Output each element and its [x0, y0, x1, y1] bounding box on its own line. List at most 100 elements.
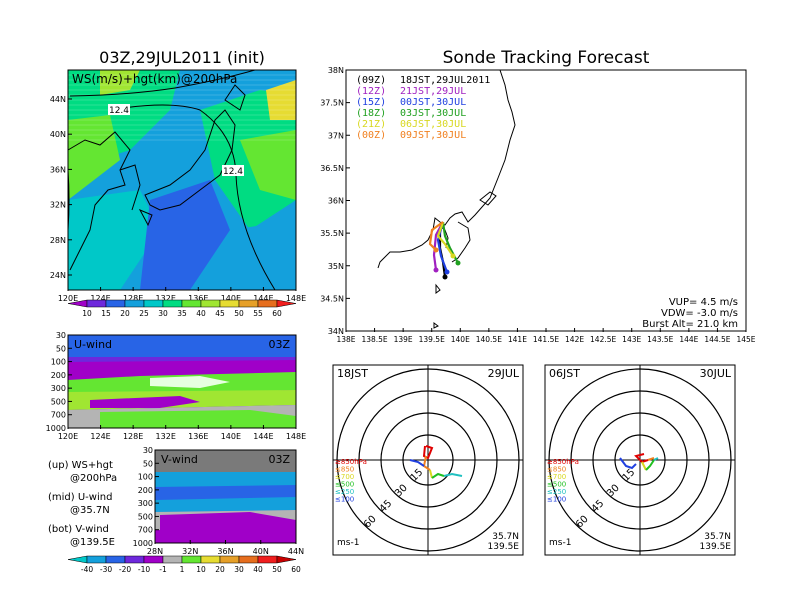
u-wind-time: 03Z — [268, 338, 290, 351]
u-wind-label: U-wind — [74, 338, 112, 351]
hodo-trace — [443, 472, 463, 477]
hodo-level-label: ≤100 — [547, 496, 566, 504]
y-tick-label: 40N — [50, 130, 66, 139]
hodo-trace — [619, 457, 637, 470]
u-wind-panel: U-wind 03Z — [67, 334, 297, 429]
colorbar-swatch — [276, 299, 297, 308]
colorbar-swatch — [105, 299, 126, 308]
x-tick-label: 136E — [188, 294, 208, 303]
x-tick-label: 40N — [253, 547, 269, 556]
colorbar-swatch — [162, 299, 183, 308]
colorbar-swatch — [238, 299, 259, 308]
y-tick-label: 200 — [138, 486, 153, 495]
x-tick-label: 144E — [679, 335, 698, 344]
track-legend-z: (09Z) — [356, 75, 386, 86]
y-tick-label: 36.5N — [320, 164, 344, 173]
x-tick-label: 44N — [288, 547, 304, 556]
x-tick-label: 138.5E — [361, 335, 387, 344]
colorbar-swatch — [257, 299, 278, 308]
uv-colorbar: -40 -30 -20 -10 -1 1 10 20 30 40 50 60 — [67, 555, 301, 574]
y-tick-label: 300 — [138, 499, 153, 508]
colorbar-label: -40 — [81, 565, 93, 574]
ws-y-axis: 44N 40N 36N 32N 28N 24N — [50, 95, 72, 280]
y-tick-label: 44N — [50, 95, 66, 104]
x-tick-label: 36N — [217, 547, 233, 556]
x-tick-label: 148E — [286, 432, 306, 441]
x-tick-label: 139E — [394, 335, 413, 344]
track-legend-z: (12Z) — [356, 86, 386, 97]
vdw-value: VDW= -3.0 m/s — [661, 308, 738, 319]
hodo-level-label: ≤500 — [335, 481, 354, 489]
ws-x-axis: 120E 124E 128E 132E 136E 140E 144E 148E — [58, 287, 306, 303]
colorbar-swatch — [86, 299, 107, 308]
legend-bot-level: @139.5E — [70, 537, 115, 548]
init-title: 03Z,29JUL2011 (init) — [99, 48, 265, 67]
colorbar-label: 60 — [291, 565, 301, 574]
colorbar-swatch — [257, 555, 278, 564]
y-tick-label: 50 — [143, 459, 153, 468]
y-tick-label: 32N — [50, 201, 66, 210]
colorbar-label: 30 — [234, 565, 244, 574]
x-tick-label: 144E — [253, 432, 273, 441]
colorbar-label: 40 — [196, 309, 206, 318]
hodo-trace — [429, 469, 433, 479]
x-tick-label: 148E — [286, 294, 306, 303]
y-tick-label: 30 — [56, 331, 66, 340]
x-tick-label: 139.5E — [419, 335, 445, 344]
x-tick-label: 136E — [188, 432, 208, 441]
x-tick-label: 132E — [156, 432, 176, 441]
colorbar-swatch — [181, 299, 202, 308]
hodo-lon: 139.5E — [488, 542, 520, 552]
colorbar-swatch — [219, 299, 240, 308]
track-legend-time: 00JST,30JUL — [400, 97, 466, 108]
hodo-trace — [422, 445, 434, 460]
colorbar-swatch — [86, 555, 107, 564]
track-legend-z: (00Z) — [356, 130, 386, 141]
hodo-level-label: ≥850hPa — [547, 458, 579, 466]
hodo-level-label: ≤500 — [547, 481, 566, 489]
x-tick-label: 141.5E — [533, 335, 559, 344]
colorbar-swatch — [124, 299, 145, 308]
track-legend-z: (15Z) — [356, 97, 386, 108]
y-tick-label: 34.5N — [320, 294, 344, 303]
hodo-unit: ms-1 — [549, 538, 571, 548]
x-tick-label: 142E — [565, 335, 584, 344]
colorbar-swatch — [143, 555, 164, 564]
colorbar-label: 15 — [101, 309, 111, 318]
track-legend-z: (21Z) — [356, 119, 386, 130]
v-wind-label: V-wind — [161, 453, 198, 466]
track-legend-time: 06JST,30JUL — [400, 119, 466, 130]
map-y-axis: 38N 37.5N 37N 36.5N 36N 35.5N 35N 34.5N 34N — [320, 66, 350, 336]
colorbar-label: 40 — [253, 565, 263, 574]
x-tick-label: 143E — [622, 335, 641, 344]
hodo-trace — [431, 472, 445, 479]
contour-label: 12.4 — [109, 106, 129, 116]
hodo-trace — [647, 457, 655, 461]
y-tick-label: 35N — [328, 262, 344, 271]
x-tick-label: 145E — [736, 335, 755, 344]
colorbar-label: 10 — [196, 565, 206, 574]
y-tick-label: 30 — [143, 446, 153, 455]
colorbar-label: -1 — [159, 565, 167, 574]
colorbar-label: 25 — [139, 309, 149, 318]
v-x-axis: 28N 32N 36N 40N 44N — [147, 540, 304, 556]
y-tick-label: 1000 — [46, 424, 66, 433]
colorbar-label: 1 — [180, 565, 185, 574]
colorbar-swatch — [219, 555, 240, 564]
hodo-level-label: ≤850 — [335, 466, 354, 474]
hodo-level-label: ≥850hPa — [335, 458, 367, 466]
legend-up-level: @200hPa — [70, 473, 117, 484]
y-tick-label: 500 — [138, 512, 153, 521]
tracks-legend: (09Z) 18JST,29JUL2011 (12Z) 21JST,29JUL (15Z… — [356, 75, 490, 141]
y-tick-label: 50 — [56, 344, 66, 353]
colorbar-swatch — [143, 299, 164, 308]
x-tick-label: 128E — [123, 432, 143, 441]
y-tick-label: 200 — [51, 371, 66, 380]
x-tick-label: 144.5E — [704, 335, 730, 344]
x-tick-label: 140E — [221, 432, 241, 441]
x-tick-label: 140.5E — [476, 335, 502, 344]
ws-colorbar: 10 15 20 25 30 35 40 45 50 55 60 — [67, 299, 297, 318]
track-legend-time: 09JST,30JUL — [400, 130, 466, 141]
sonde-title: Sonde Tracking Forecast — [443, 48, 650, 68]
colorbar-label: 20 — [120, 309, 130, 318]
